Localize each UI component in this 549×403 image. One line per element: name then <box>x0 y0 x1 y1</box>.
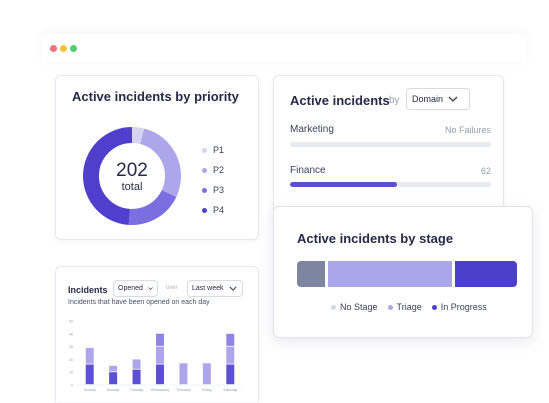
bar-saturday-segment-1[interactable] <box>226 346 235 364</box>
legend-dot-p1 <box>202 147 207 153</box>
stage-legend-in-progress: In Progress <box>431 302 487 312</box>
incidents-bar-chart: 0 10 20 30 40 50 Sunday Monday Tuesday Wednesday T… <box>69 320 242 392</box>
incidents-card: Incidents Opened over Last week Incident… <box>55 266 259 402</box>
y-tick-label: 0 <box>71 384 73 388</box>
donut-total-value: 202 <box>116 160 148 181</box>
donut-svg <box>83 127 181 225</box>
domain-select[interactable]: Domain <box>406 88 470 110</box>
stage-legend-label-triage: Triage <box>396 302 422 312</box>
legend-label-p1: P1 <box>213 145 225 155</box>
metric-select[interactable]: Opened <box>113 280 158 297</box>
bar-monday-segment-0[interactable] <box>109 372 118 385</box>
metric-select-value: Opened <box>118 285 143 292</box>
x-tick-label: Tuesday <box>130 388 144 392</box>
stage-legend-dot-in-progress <box>431 304 437 310</box>
donut-slice-p3[interactable] <box>83 127 181 225</box>
bar-tuesday-segment-0[interactable] <box>132 369 141 385</box>
stage-segment-no-stage[interactable] <box>297 261 325 287</box>
bar-wednesday-segment-0[interactable] <box>156 364 164 385</box>
x-tick-label: Thursday <box>176 388 191 392</box>
incidents-subtitle: Incidents that have been opened on each … <box>68 299 210 306</box>
domain-row-value-marketing: No Failures <box>444 125 491 135</box>
domain-row-track-finance <box>290 182 491 187</box>
bar-sunday-segment-0[interactable] <box>85 364 94 385</box>
x-tick-label: Monday <box>107 388 120 392</box>
legend-dot-p4 <box>202 207 207 213</box>
y-tick-label: 30 <box>69 345 73 349</box>
bar-wednesday-segment-1[interactable] <box>156 346 164 364</box>
bar-saturday-segment-0[interactable] <box>226 364 235 385</box>
domain-row-label-marketing: Marketing <box>290 124 334 135</box>
x-tick-label: Friday <box>202 388 212 392</box>
legend-dot-p3 <box>202 187 207 193</box>
bar-sunday-segment-1[interactable] <box>85 347 94 364</box>
period-select[interactable]: Last week <box>187 280 243 297</box>
y-tick-label: 40 <box>69 332 73 336</box>
over-label: over <box>166 285 178 291</box>
stage-segment-triage[interactable] <box>327 261 452 287</box>
stage-legend-dot-no-stage <box>331 304 336 310</box>
donut-slice-p4[interactable] <box>83 127 181 225</box>
minimize-window-dot[interactable] <box>60 45 67 52</box>
stage-legend-label-in-progress: In Progress <box>440 302 487 312</box>
domain-row-track-marketing <box>290 142 491 147</box>
bar-wednesday-segment-2[interactable] <box>156 333 164 346</box>
domain-card: Active incidents by Domain Marketing No … <box>273 75 504 225</box>
priority-card: Active incidents by priority 202 total P… <box>55 75 259 240</box>
x-tick-label: Wednesday <box>151 388 170 392</box>
y-tick-label: 10 <box>69 371 73 375</box>
stage-legend-dot-triage <box>387 304 393 310</box>
legend-label-p2: P2 <box>213 165 225 175</box>
stage-card-title: Active incidents by stage <box>297 231 454 246</box>
y-tick-label: 50 <box>69 320 73 324</box>
donut-slice-p2[interactable] <box>83 127 181 225</box>
domain-row-value-finance: 62 <box>480 166 491 176</box>
chevron-down-icon <box>228 286 237 291</box>
stage-segment-in-progress[interactable] <box>454 261 517 287</box>
x-tick-label: Saturday <box>223 388 237 392</box>
stage-bar <box>297 261 517 287</box>
bar-friday-segment-1[interactable] <box>202 363 211 385</box>
legend-label-p3: P3 <box>213 185 225 195</box>
close-window-dot[interactable] <box>50 45 57 52</box>
legend-dot-p2 <box>202 167 207 173</box>
legend-label-p4: P4 <box>213 205 225 215</box>
stage-legend: No Stage Triage In Progress <box>331 302 497 312</box>
stage-legend-triage: Triage <box>387 302 422 312</box>
chevron-down-icon <box>148 287 153 290</box>
x-tick-label: Sunday <box>84 388 96 392</box>
legend-item-p2: P2 <box>202 160 224 180</box>
domain-row-label-finance: Finance <box>290 165 326 176</box>
bar-saturday-segment-2[interactable] <box>226 333 235 346</box>
priority-card-title: Active incidents by priority <box>72 89 239 104</box>
donut-total-label: total <box>121 181 143 193</box>
legend-item-p1: P1 <box>202 140 224 160</box>
period-select-value: Last week <box>192 285 224 292</box>
stage-legend-label-no-stage: No Stage <box>340 302 378 312</box>
domain-select-value: Domain <box>412 94 444 104</box>
bar-tuesday-segment-1[interactable] <box>132 359 141 369</box>
incidents-card-title: Incidents <box>68 285 108 295</box>
bar-monday-segment-1[interactable] <box>109 365 118 372</box>
domain-row-fill-finance <box>290 182 397 187</box>
priority-legend: P1 P2 P3 P4 <box>202 140 224 220</box>
browser-window-bar <box>42 34 526 62</box>
y-tick-label: 20 <box>69 358 73 362</box>
chevron-down-icon <box>448 96 458 102</box>
legend-item-p4: P4 <box>202 200 224 220</box>
legend-item-p3: P3 <box>202 180 224 200</box>
domain-card-title: Active incidents <box>290 93 390 108</box>
stage-card: Active incidents by stage No Stage Triag… <box>273 206 533 338</box>
stage-legend-no-stage: No Stage <box>331 302 378 312</box>
bar-thursday-segment-1[interactable] <box>179 363 188 385</box>
priority-donut-chart: 202 total <box>82 126 182 226</box>
by-label: by <box>389 95 400 106</box>
maximize-window-dot[interactable] <box>70 45 77 52</box>
